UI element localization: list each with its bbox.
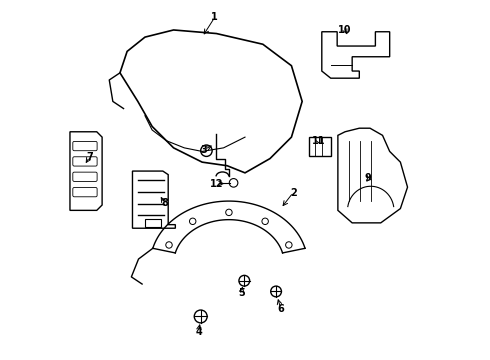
Text: 1: 1: [211, 13, 218, 22]
Text: 7: 7: [86, 152, 93, 162]
Text: 3: 3: [200, 145, 207, 155]
Text: 6: 6: [277, 303, 284, 314]
Text: 10: 10: [338, 25, 352, 35]
Text: 5: 5: [238, 288, 245, 297]
Text: 9: 9: [365, 173, 371, 183]
Text: 4: 4: [195, 327, 202, 337]
Text: 11: 11: [312, 136, 325, 146]
Text: 12: 12: [210, 179, 223, 189]
Text: 2: 2: [290, 188, 296, 198]
Text: 8: 8: [161, 198, 168, 208]
